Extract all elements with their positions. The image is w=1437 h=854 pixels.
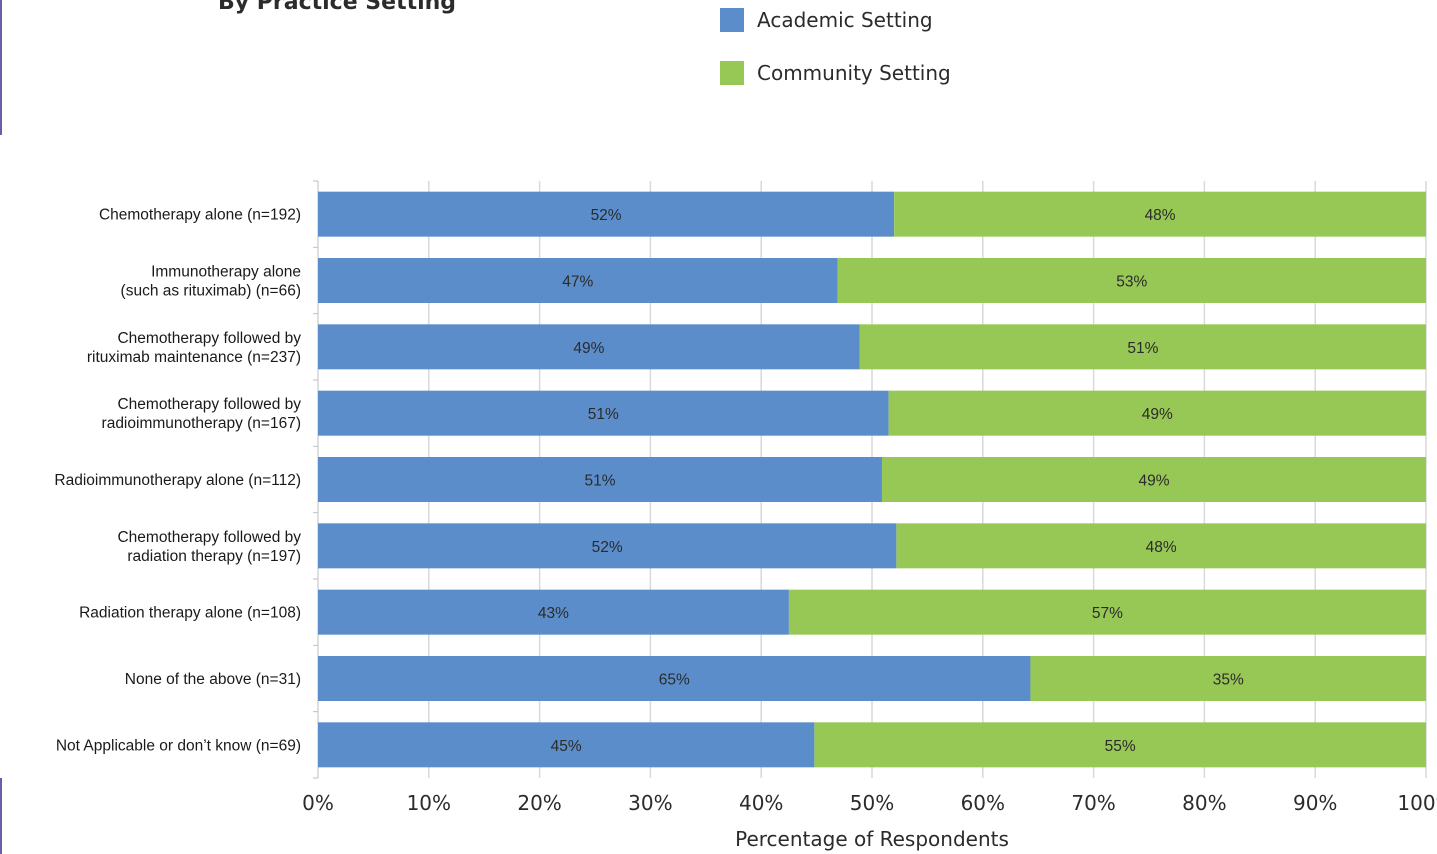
x-tick-label: 60%	[961, 791, 1005, 815]
data-label-community: 49%	[1142, 406, 1173, 423]
x-tick-label: 100%	[1397, 791, 1437, 815]
category-label: (such as rituximab) (n=66)	[121, 283, 301, 300]
data-label-academic: 49%	[573, 340, 604, 357]
legend-label-academic: Academic Setting	[757, 8, 933, 32]
data-label-community: 57%	[1092, 605, 1123, 622]
data-label-community: 35%	[1213, 672, 1244, 689]
data-label-community: 53%	[1116, 274, 1147, 291]
left-accent-rule-bottom	[0, 778, 2, 854]
data-label-community: 48%	[1146, 539, 1177, 556]
bar-academic	[318, 324, 860, 370]
category-label: Not Applicable or don’t know (n=69)	[56, 737, 301, 754]
data-label-academic: 47%	[562, 274, 593, 291]
left-accent-rule-top	[0, 0, 2, 135]
category-label: Immunotherapy alone	[151, 264, 301, 281]
data-label-community: 48%	[1145, 207, 1176, 224]
bar-community	[888, 390, 1426, 436]
bar-academic	[318, 589, 789, 635]
x-tick-label: 70%	[1071, 791, 1115, 815]
x-tick-label: 40%	[739, 791, 783, 815]
x-axis-title: Percentage of Respondents	[735, 827, 1009, 851]
legend-label-community: Community Setting	[757, 61, 951, 85]
bar-community	[894, 191, 1426, 237]
bar-academic	[318, 390, 889, 436]
legend-swatch-community	[720, 61, 744, 85]
legend-item-academic: Academic Setting	[720, 8, 933, 32]
bar-academic	[318, 258, 838, 303]
bar-academic	[318, 523, 897, 569]
category-label: Chemotherapy alone (n=192)	[99, 207, 301, 224]
category-label: Radioimmunotherapy alone (n=112)	[54, 472, 301, 489]
x-tick-label: 10%	[407, 791, 451, 815]
bar-community	[788, 589, 1426, 635]
category-label: Radiation therapy alone (n=108)	[79, 605, 301, 622]
category-label: Chemotherapy followed by	[117, 396, 301, 413]
bar-community	[1030, 656, 1426, 701]
bar-community	[881, 457, 1426, 502]
x-tick-label: 30%	[628, 791, 672, 815]
category-label: Chemotherapy followed by	[117, 529, 301, 546]
bar-academic	[318, 722, 815, 768]
x-tick-label: 0%	[302, 791, 334, 815]
data-label-academic: 52%	[591, 207, 622, 224]
bar-community	[896, 523, 1426, 569]
category-label: rituximab maintenance (n=237)	[87, 349, 301, 366]
data-label-academic: 51%	[584, 473, 615, 490]
chart-title: By Practice Setting	[218, 0, 457, 15]
category-label: None of the above (n=31)	[125, 671, 301, 688]
x-tick-label: 50%	[850, 791, 894, 815]
category-label: radioimmunotherapy (n=167)	[102, 415, 301, 432]
data-label-academic: 52%	[592, 539, 623, 556]
bar-community	[837, 258, 1426, 303]
legend-item-community: Community Setting	[720, 61, 951, 85]
x-tick-label: 80%	[1182, 791, 1226, 815]
bar-academic	[318, 656, 1031, 701]
data-label-academic: 43%	[538, 605, 569, 622]
bar-academic	[318, 191, 895, 237]
bar-community	[859, 324, 1426, 370]
x-tick-label: 90%	[1293, 791, 1337, 815]
data-label-academic: 51%	[588, 406, 619, 423]
bar-academic	[318, 457, 882, 502]
x-tick-label: 20%	[517, 791, 561, 815]
data-label-community: 49%	[1138, 473, 1169, 490]
data-label-academic: 65%	[659, 672, 690, 689]
category-label: radiation therapy (n=197)	[127, 548, 301, 565]
legend-swatch-academic	[720, 8, 744, 32]
data-label-community: 51%	[1127, 340, 1158, 357]
category-label: Chemotherapy followed by	[117, 330, 301, 347]
data-label-community: 55%	[1105, 738, 1136, 755]
bar-community	[814, 722, 1426, 768]
data-label-academic: 45%	[551, 738, 582, 755]
